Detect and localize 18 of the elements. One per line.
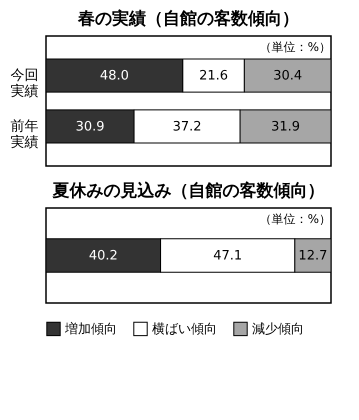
data-label: 40.2 bbox=[88, 248, 118, 264]
data-label: 12.7 bbox=[298, 248, 328, 264]
legend-label: 増加傾向 bbox=[64, 320, 117, 337]
data-label: 30.9 bbox=[76, 119, 105, 134]
data-label: 31.9 bbox=[271, 119, 300, 134]
data-label: 30.4 bbox=[273, 68, 302, 84]
data-label: 47.1 bbox=[213, 248, 242, 264]
y-tick-label: 前年実績 bbox=[10, 118, 38, 150]
data-label: 37.2 bbox=[172, 119, 202, 134]
annotation: （単位：%） bbox=[260, 40, 331, 54]
y-tick-label: 今回実績 bbox=[10, 68, 38, 100]
chart-title: 夏休みの見込み（自館の客数傾向） bbox=[52, 181, 324, 201]
data-label: 48.0 bbox=[100, 68, 129, 84]
chart-title: 春の実績（自館の客数傾向） bbox=[77, 9, 299, 29]
text: （単位：%） bbox=[260, 212, 331, 226]
data-label: 21.6 bbox=[199, 68, 228, 84]
legend-label: 横ばい傾向 bbox=[152, 322, 217, 337]
legend-label: 減少傾向 bbox=[252, 322, 304, 337]
